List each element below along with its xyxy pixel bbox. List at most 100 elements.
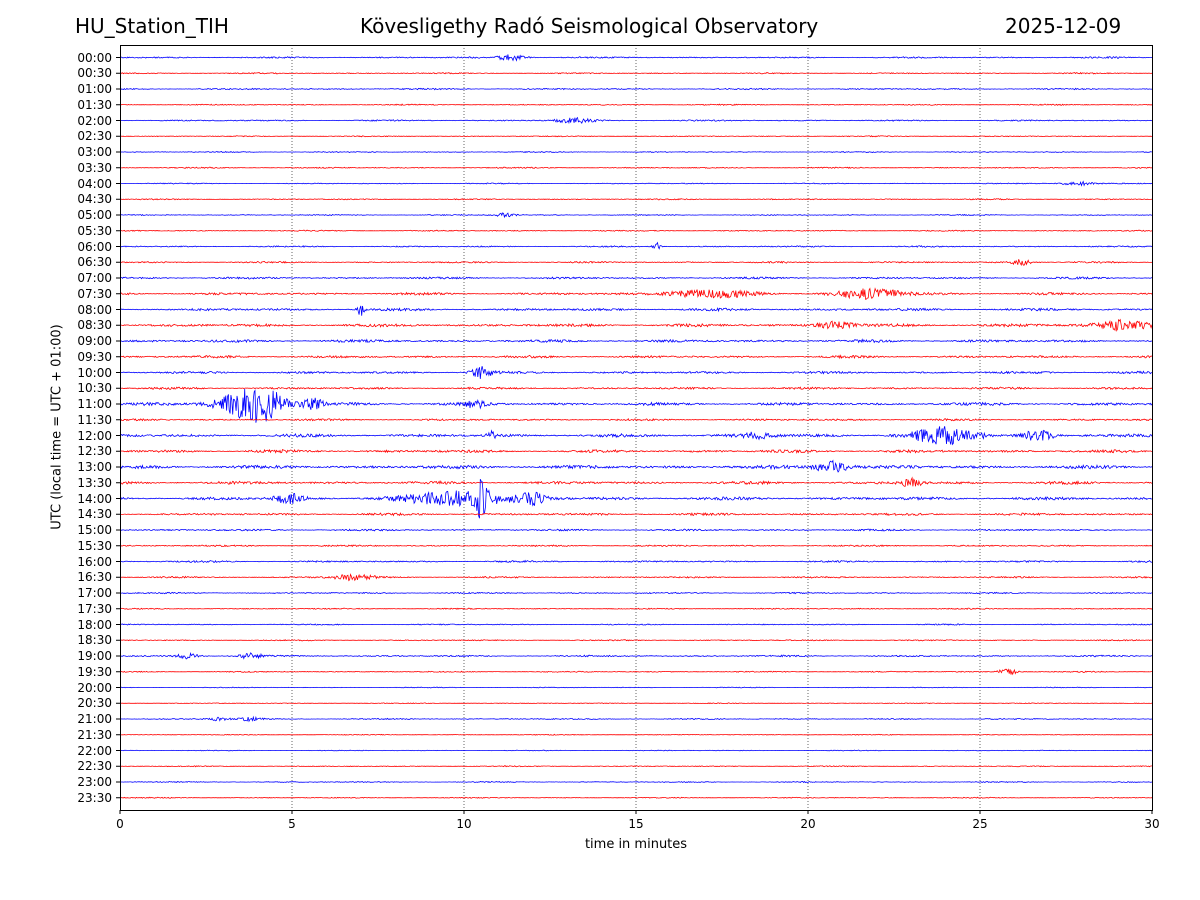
trace-layer [119, 54, 1153, 799]
trace-2000 [119, 686, 1153, 689]
y-tick-label: 10:00 [77, 365, 112, 380]
trace-0730 [119, 287, 1153, 300]
trace-0330 [119, 166, 1153, 169]
y-tick-label: 20:30 [77, 696, 112, 711]
trace-1900 [119, 652, 1152, 660]
trace-1630 [119, 573, 1153, 582]
trace-1100 [119, 388, 1153, 423]
y-tick-label: 11:00 [77, 397, 112, 411]
y-tick-label: 09:30 [77, 349, 112, 364]
trace-1700 [119, 591, 1153, 595]
y-axis-label: UTC (local time = UTC + 01:00) [49, 324, 65, 530]
trace-0000 [119, 54, 1153, 62]
trace-1000 [119, 366, 1153, 379]
trace-0900 [119, 338, 1153, 344]
trace-2300 [119, 780, 1153, 784]
y-tick-label: 14:30 [77, 507, 112, 522]
x-tick-label: 0 [116, 817, 124, 831]
x-tick-label: 10 [456, 817, 472, 831]
y-tick-label: 08:30 [77, 318, 112, 333]
y-tick-label: 10:30 [77, 381, 112, 396]
trace-1500 [119, 528, 1153, 532]
y-tick-label: 01:00 [77, 82, 112, 96]
trace-1530 [119, 544, 1153, 548]
y-tick-label: 12:00 [77, 428, 112, 443]
trace-2030 [120, 702, 1153, 705]
y-tick-label: 13:30 [77, 475, 112, 490]
y-tick-label: 00:00 [77, 50, 112, 65]
y-tick-label: 04:00 [77, 176, 112, 191]
trace-0030 [119, 71, 1152, 75]
y-tick-label: 18:30 [77, 633, 112, 648]
trace-2130 [119, 733, 1153, 736]
date-label: 2025-12-09 [1005, 14, 1122, 38]
x-tick-label: 15 [628, 817, 644, 831]
y-tick-label: 15:30 [77, 538, 112, 553]
y-tick-label: 09:00 [77, 334, 112, 348]
y-tick-label: 12:30 [77, 444, 112, 459]
trace-0500 [119, 212, 1153, 219]
y-tick-label: 03:00 [77, 145, 112, 159]
y-tick-label: 17:00 [77, 586, 112, 600]
y-tick-label: 05:30 [77, 223, 112, 238]
y-tick-label: 06:00 [77, 239, 112, 254]
y-tick-label: 08:00 [77, 302, 112, 317]
y-tick-label: 07:00 [77, 271, 112, 285]
station-label: HU_Station_TIH [75, 14, 229, 38]
trace-1830 [119, 638, 1153, 642]
x-tick-label: 30 [1144, 817, 1160, 831]
x-tick-label: 25 [972, 817, 988, 831]
trace-0130 [119, 103, 1153, 106]
trace-1930 [119, 668, 1152, 676]
y-tick-label: 23:00 [77, 775, 112, 789]
trace-0930 [119, 354, 1153, 360]
trace-1300 [119, 459, 1153, 473]
trace-2230 [120, 765, 1153, 768]
y-tick-label: 14:00 [77, 491, 112, 506]
y-tick-label: 06:30 [77, 255, 112, 270]
trace-0700 [119, 276, 1153, 280]
y-tick-label: 04:30 [77, 192, 112, 207]
y-tick-label: 07:30 [77, 286, 112, 301]
y-tick-label: 21:00 [77, 712, 112, 726]
y-tick-label: 01:30 [77, 97, 112, 112]
trace-0800 [119, 305, 1153, 316]
trace-0530 [119, 229, 1153, 232]
x-tick-label: 5 [288, 817, 296, 831]
trace-1400 [119, 479, 1153, 519]
trace-1130 [119, 417, 1153, 422]
y-tick-label: 03:30 [77, 160, 112, 175]
tick-layer [116, 57, 1153, 814]
x-tick-label: 20 [800, 817, 816, 831]
y-tick-label: 22:00 [77, 743, 112, 758]
y-tick-label: 15:00 [77, 523, 112, 537]
trace-2330 [119, 796, 1153, 799]
y-tick-label: 17:30 [77, 601, 112, 616]
trace-1600 [119, 559, 1152, 563]
trace-0400 [119, 180, 1153, 187]
plot-frame [120, 45, 1153, 811]
trace-0830 [119, 318, 1153, 332]
y-tick-label: 21:30 [77, 727, 112, 742]
trace-0300 [119, 150, 1152, 154]
y-tick-label: 19:30 [77, 664, 112, 679]
y-tick-label: 00:30 [77, 66, 112, 81]
grid-layer [291, 45, 981, 810]
trace-0200 [119, 116, 1153, 125]
trace-1730 [119, 607, 1153, 611]
y-tick-label: 23:30 [77, 790, 112, 805]
y-tick-label: 19:00 [77, 649, 112, 663]
y-tick-label: 20:00 [77, 680, 112, 695]
y-tick-label: 22:30 [77, 759, 112, 774]
trace-1030 [119, 386, 1153, 391]
chart-title: Kövesligethy Radó Seismological Observat… [360, 14, 819, 38]
trace-1330 [119, 476, 1153, 487]
y-tick-label: 16:30 [77, 570, 112, 585]
y-tick-label: 05:00 [77, 208, 112, 222]
y-tick-label: 02:00 [77, 113, 112, 128]
trace-0100 [119, 87, 1153, 91]
trace-0430 [119, 198, 1153, 201]
trace-1200 [119, 426, 1153, 446]
x-axis-label: time in minutes [584, 837, 688, 852]
